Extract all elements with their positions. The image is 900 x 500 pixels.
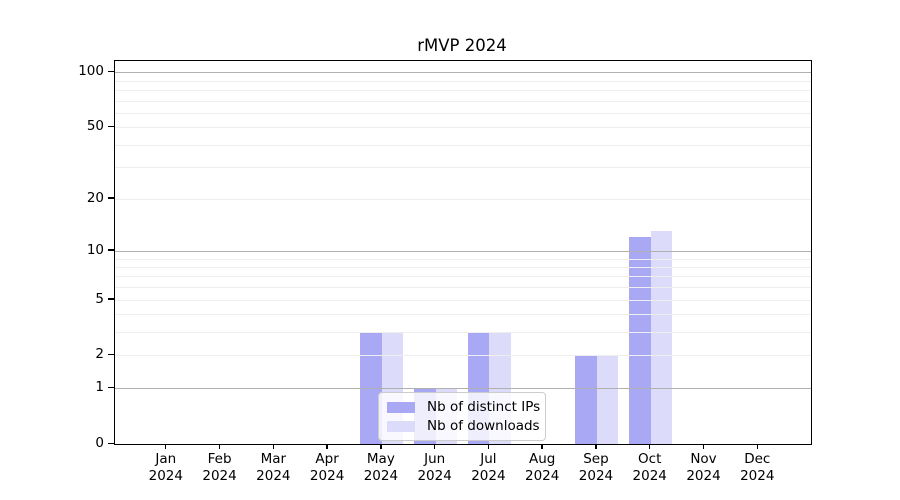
gridline-major [115, 72, 811, 74]
gridline-minor [115, 332, 811, 334]
x-axis-label: Nov 2024 [686, 451, 721, 484]
x-axis-tick [165, 444, 167, 449]
y-axis-tick [108, 125, 114, 128]
y-axis-label: 20 [86, 189, 104, 206]
gridline-minor [115, 167, 811, 169]
y-axis-label: 0 [95, 435, 104, 451]
x-axis-label: Jul 2024 [471, 451, 506, 484]
y-axis-tick [108, 386, 114, 389]
gridline-minor [115, 100, 811, 102]
x-axis-label: Jan 2024 [148, 451, 183, 484]
x-axis-tick [380, 444, 382, 449]
legend-item-distinct-ips: Nb of distinct IPs [379, 399, 545, 415]
gridline-minor [115, 355, 811, 357]
gridline-minor [115, 276, 811, 278]
bar-downloads-sep [596, 355, 619, 444]
y-axis-tick [108, 70, 114, 73]
distinct-ips-swatch-icon [387, 401, 415, 413]
legend-label-downloads: Nb of downloads [427, 418, 540, 434]
x-axis-tick [756, 444, 758, 449]
x-axis-label: Sep 2024 [578, 451, 614, 484]
x-axis-label: Feb 2024 [202, 451, 237, 484]
bar-distinct-ips-oct [629, 237, 651, 444]
x-axis-label: Jun 2024 [417, 451, 452, 484]
x-axis-label: Mar 2024 [256, 451, 291, 484]
x-axis-tick [433, 444, 436, 449]
x-axis-tick [595, 444, 597, 449]
x-axis-tick [272, 444, 275, 449]
x-axis-label: Oct 2024 [632, 451, 667, 484]
legend: Nb of distinct IPs Nb of downloads [378, 392, 546, 441]
x-axis-tick [541, 444, 543, 449]
x-axis-label: Dec 2024 [740, 451, 775, 484]
gridline-minor [115, 299, 811, 301]
y-axis-tick [108, 442, 114, 444]
y-axis-label: 50 [86, 118, 104, 135]
x-axis-label: Aug 2024 [525, 451, 560, 484]
y-axis-label: 10 [86, 241, 104, 258]
x-axis-label: Apr 2024 [309, 451, 345, 484]
y-axis-tick [108, 298, 114, 300]
gridline-minor [115, 89, 811, 91]
y-axis-label: 100 [78, 63, 104, 80]
chart-title: rMVP 2024 [417, 36, 507, 55]
y-axis-label: 2 [95, 346, 104, 363]
gridline-minor [115, 112, 811, 114]
downloads-swatch-icon [387, 420, 415, 432]
gridline-major [115, 250, 811, 252]
legend-label-distinct-ips: Nb of distinct IPs [427, 399, 541, 415]
x-axis-tick [487, 444, 490, 449]
x-axis-tick [649, 444, 651, 449]
gridline-minor [115, 287, 811, 289]
gridline-major [115, 388, 811, 390]
x-axis-tick [218, 444, 221, 449]
y-axis-tick [108, 353, 114, 356]
y-axis-label: 5 [95, 290, 104, 307]
gridline-minor [115, 127, 811, 129]
gridline-minor [115, 198, 811, 200]
y-axis-label: 1 [95, 379, 104, 396]
gridline-minor [115, 314, 811, 316]
x-axis-label: May 2024 [363, 451, 399, 484]
x-axis-tick [702, 444, 705, 449]
bar-distinct-ips-sep [575, 355, 597, 444]
plot-area [114, 60, 812, 445]
gridline-minor [115, 144, 811, 146]
gridline-minor [115, 258, 811, 260]
x-axis-tick [326, 444, 328, 449]
y-axis-tick [108, 197, 114, 199]
gridline-minor [115, 266, 811, 268]
bar-downloads-oct [650, 231, 673, 444]
y-axis-tick [108, 249, 114, 251]
legend-item-downloads: Nb of downloads [379, 418, 545, 434]
gridline-minor [115, 80, 811, 82]
